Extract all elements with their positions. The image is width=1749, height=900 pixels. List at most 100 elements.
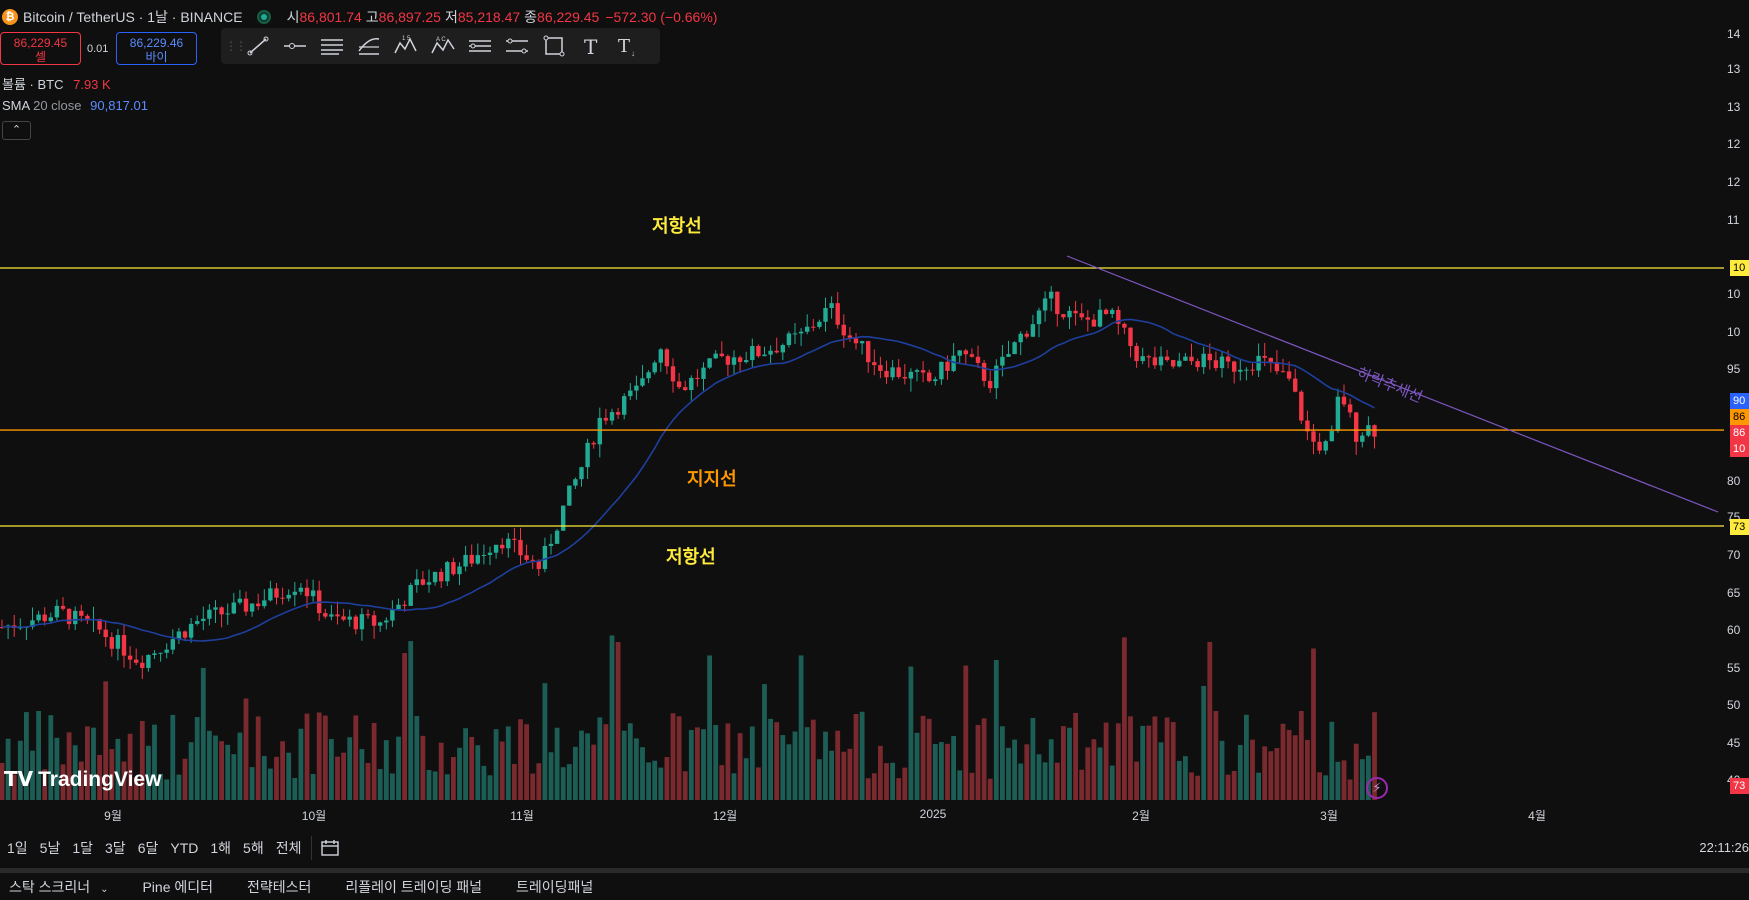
y-axis-label: 70: [1727, 548, 1741, 562]
candle-body: [109, 637, 114, 649]
volume-bar: [1274, 748, 1280, 800]
timeframe-all[interactable]: 전체: [275, 840, 302, 856]
volume-bar: [1024, 744, 1030, 800]
fib-icon[interactable]: [350, 31, 387, 61]
candle-body: [48, 617, 53, 622]
candle-body: [396, 604, 401, 610]
tab-replay-trading[interactable]: 리플레이 트레이딩 패널: [345, 878, 483, 895]
volume-bar: [78, 761, 84, 800]
candle-body: [353, 616, 358, 630]
logo-text: TradingView: [38, 767, 162, 791]
tab-pine-editor[interactable]: Pine 에디터: [142, 878, 214, 895]
candle-body: [1073, 310, 1078, 314]
candle-body: [103, 629, 108, 638]
price-chart[interactable]: [0, 0, 1749, 826]
volume-bar: [780, 735, 786, 800]
volume-bar: [548, 752, 554, 800]
volume-bar: [823, 731, 828, 800]
date-range-icon[interactable]: [498, 31, 535, 61]
text-note-icon[interactable]: T ↓: [609, 31, 646, 61]
candle-body: [268, 588, 273, 601]
candle-body: [1006, 354, 1011, 357]
low-label: 저: [444, 9, 458, 25]
volume-bar: [786, 744, 792, 800]
sma-value: 90,817.01: [90, 98, 148, 113]
open-value: 86,801.74: [299, 9, 362, 25]
timeframe-1y[interactable]: 1해: [210, 840, 232, 856]
volume-bar: [774, 722, 780, 800]
text-icon[interactable]: T: [572, 31, 609, 61]
rectangle-icon[interactable]: [535, 31, 572, 61]
timeframe-1m[interactable]: 1달: [72, 840, 94, 856]
volume-label: 볼륨 · BTC: [2, 77, 64, 92]
candle-body: [323, 613, 328, 617]
timeframe-5d[interactable]: 5날: [39, 840, 61, 856]
tab-stock-screener[interactable]: 스탁 스크리너 ⌄: [9, 877, 108, 897]
candle-body: [670, 366, 676, 382]
timeframe-5y[interactable]: 5해: [243, 840, 264, 856]
candle-body: [1018, 333, 1023, 343]
timeframe-3m[interactable]: 3달: [105, 840, 126, 856]
timeframe-1d[interactable]: 1일: [7, 840, 28, 856]
volume-bar: [292, 777, 298, 800]
downtrend-line: [1066, 255, 1719, 513]
y-axis-label: 10: [1727, 325, 1741, 339]
chart-area[interactable]: [0, 0, 1749, 826]
candle-body: [731, 357, 737, 365]
volume-bar: [841, 751, 847, 800]
candle-body: [274, 588, 279, 598]
abcd-pattern-icon[interactable]: A C: [424, 31, 461, 61]
x-axis-label: 12월: [712, 809, 738, 823]
timeframe-ytd[interactable]: YTD: [170, 840, 199, 856]
candle-body: [445, 562, 450, 582]
sell-button[interactable]: 86,229.45 셀: [0, 32, 81, 65]
candle-body: [390, 609, 395, 621]
sma-indicator[interactable]: SMA 20 close 90,817.01: [2, 98, 148, 113]
trend-line-icon[interactable]: [239, 31, 276, 61]
candle-body: [988, 380, 993, 389]
candle-body: [60, 605, 66, 609]
volume-bar: [1164, 717, 1170, 800]
buy-button[interactable]: 86,229.46 바이: [116, 32, 197, 65]
parallel-channel-icon[interactable]: [313, 31, 350, 61]
long-position-icon[interactable]: [461, 31, 498, 61]
pattern-icon[interactable]: 1 5: [387, 31, 424, 61]
drag-handle-icon[interactable]: ⋮⋮: [225, 39, 247, 53]
symbol-title[interactable]: Bitcoin / TetherUS · 1날 · BINANCE: [23, 9, 243, 25]
y-axis-label: 14: [1727, 27, 1741, 41]
timeframe-6m[interactable]: 6달: [137, 840, 159, 856]
volume-bar: [1140, 725, 1146, 800]
candle-body: [207, 609, 212, 619]
candle-body: [750, 345, 755, 361]
volume-bar: [109, 749, 115, 800]
candle-body: [622, 396, 627, 415]
lightning-icon[interactable]: ⚡: [1366, 777, 1388, 799]
candle-body: [1341, 396, 1347, 405]
collapse-indicators-button[interactable]: ⌃: [2, 121, 31, 140]
clock[interactable]: 22:11:26: [1699, 840, 1749, 855]
volume-bar: [463, 728, 468, 800]
panel-divider[interactable]: [0, 868, 1749, 873]
candle-body: [1164, 356, 1170, 361]
volume-bar: [170, 714, 176, 800]
volume-bar: [11, 774, 17, 800]
volume-bar: [1213, 711, 1219, 800]
symbol-header: ₿ Bitcoin / TetherUS · 1날 · BINANCE 시 86,…: [0, 4, 717, 30]
candle-body: [487, 552, 493, 555]
candle-body: [152, 653, 157, 655]
candle-body: [676, 381, 682, 388]
candle-body: [195, 621, 200, 624]
volume-bar: [878, 745, 883, 800]
horizontal-ray-icon[interactable]: [276, 31, 313, 61]
candle-body: [1146, 356, 1151, 358]
tab-trading-panel[interactable]: 트레이딩패널: [516, 878, 594, 895]
tab-strategy-tester[interactable]: 전략테스터: [247, 878, 312, 895]
volume-bar: [829, 750, 834, 800]
volume-bar: [268, 768, 273, 800]
candle-body: [475, 555, 480, 564]
volume-indicator[interactable]: 볼륨 · BTC 7.93 K: [2, 74, 111, 93]
calendar-range-icon[interactable]: [320, 839, 340, 857]
candle-body: [1030, 324, 1036, 337]
market-status-icon[interactable]: [256, 10, 271, 24]
tradingview-logo[interactable]: 𝗧𝗩 TradingView: [4, 767, 161, 792]
